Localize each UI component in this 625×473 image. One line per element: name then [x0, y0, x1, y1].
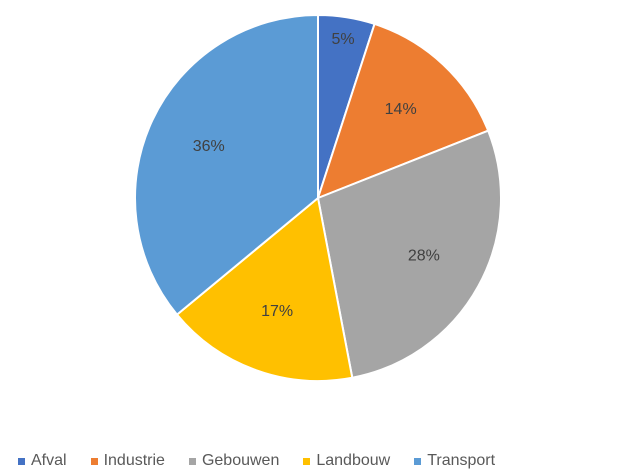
pie-chart-svg: 5% 14% 28% 17% 36% [134, 13, 502, 382]
legend-label-transport: Transport [427, 452, 496, 469]
pie-slice-transport [134, 13, 319, 317]
legend-item-landbouw: Landbouw [303, 452, 390, 470]
legend-swatch-gebouwen [188, 457, 196, 465]
pie-data-labels: 5% 14% 28% 17% 36% [193, 31, 440, 320]
legend-item-transport: Transport [414, 452, 495, 470]
legend-label-industrie: Industrie [103, 452, 165, 469]
pie-label-gebouwen: 28% [408, 247, 440, 264]
legend-label-afval: Afval [31, 452, 67, 469]
pie-slices [134, 13, 502, 382]
legend-item-gebouwen: Gebouwen [188, 452, 280, 470]
legend-swatch-afval [18, 457, 25, 465]
pie-label-landbouw: 17% [261, 303, 293, 320]
chart-legend: Afval Industrie Gebouwen Landbouw Transp… [18, 450, 623, 472]
pie-label-transport: 36% [193, 138, 225, 155]
legend-swatch-transport [414, 457, 422, 465]
legend-label-landbouw: Landbouw [316, 452, 391, 469]
pie-label-industrie: 14% [385, 101, 417, 118]
legend-swatch-landbouw [303, 457, 311, 465]
legend-label-gebouwen: Gebouwen [201, 452, 280, 469]
legend-item-afval: Afval [18, 452, 67, 470]
legend-swatch-industrie [90, 457, 98, 465]
pie-slice-industrie [316, 22, 490, 200]
legend-item-industrie: Industrie [90, 452, 165, 470]
pie-label-afval: 5% [331, 31, 354, 48]
pie-slice-landbouw [175, 196, 354, 382]
pie-slice-gebouwen [316, 129, 502, 379]
